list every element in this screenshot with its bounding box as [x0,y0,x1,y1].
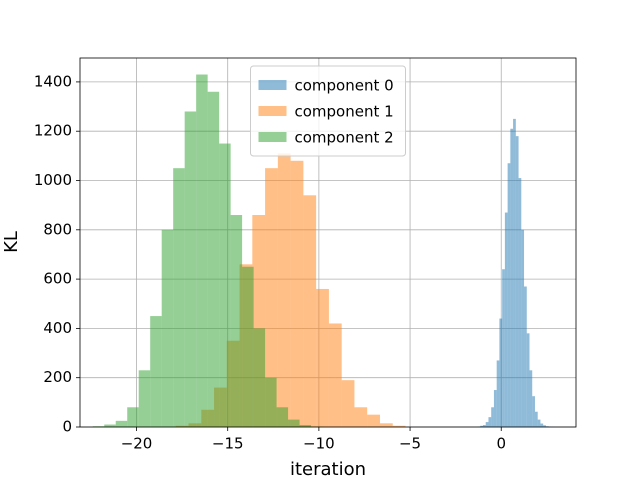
bar [510,128,514,428]
bar [104,424,116,427]
bar [379,423,393,427]
bar [242,266,254,427]
bar [534,411,538,427]
bar [507,163,511,427]
bar [150,316,162,427]
bar [328,323,342,427]
y-tick-label: 1400 [34,72,72,90]
bar [499,318,503,427]
bar [529,370,533,427]
bar [265,377,277,427]
bar [483,425,486,427]
plot-frame [79,57,577,428]
x-tick-label: −15 [212,435,244,453]
bar [219,143,231,427]
bar [299,425,312,427]
bar [253,328,266,427]
bar [276,407,289,427]
bar [341,380,355,427]
bar [115,420,128,427]
bar [513,118,516,428]
bar [196,74,208,428]
bar [303,195,317,427]
x-tick-label: −5 [399,435,421,453]
bar [532,396,535,427]
bar [161,229,174,427]
bars [92,74,555,428]
y-tick-label: 600 [43,270,72,288]
legend-swatch [258,106,287,116]
bar [480,425,483,427]
legend-swatch [258,80,287,90]
bar [207,91,220,428]
legend-label: component 0 [295,77,394,95]
bar [526,333,530,427]
bar [518,178,522,427]
bar [502,269,505,427]
legend: component 0 component 1 component 2 [250,65,406,157]
x-tick-label: −10 [303,435,335,453]
bar [493,390,497,427]
bar [173,168,185,427]
bar [515,136,519,427]
bar [491,407,494,427]
bar [127,407,139,427]
bar [543,425,546,427]
bar [184,111,197,427]
y-tick-label: 200 [43,368,72,386]
bar [277,153,291,427]
y-tick-label: 400 [43,319,72,337]
bar [288,419,300,427]
bar [488,417,492,427]
y-tick-label: 1200 [34,122,72,140]
bar [367,414,380,427]
y-tick-label: 1000 [34,171,72,189]
ticks: −20 −15 −10 −5 0 0 200 400 600 800 1000 1200 1400 [34,72,506,452]
bar [521,229,525,427]
y-tick-label: 0 [62,418,72,436]
bar [540,423,544,427]
bar [504,212,508,427]
x-tick-label: 0 [496,435,506,453]
bar [265,168,278,427]
bar [290,160,304,427]
bar [392,425,406,427]
legend-label: component 2 [295,129,394,147]
x-axis-label: iteration [290,459,366,480]
legend-box [250,65,406,157]
legend-label: component 1 [295,103,394,121]
y-axis-label: KL [1,231,22,253]
bar [316,288,329,427]
x-tick-label: −20 [121,435,153,453]
bar [230,215,243,427]
bar [537,419,541,427]
y-tick-label: 800 [43,220,72,238]
bar [524,286,527,427]
bar [496,360,500,427]
bar [485,422,489,427]
bar [138,370,151,427]
legend-swatch [258,132,287,142]
bar [354,407,368,427]
